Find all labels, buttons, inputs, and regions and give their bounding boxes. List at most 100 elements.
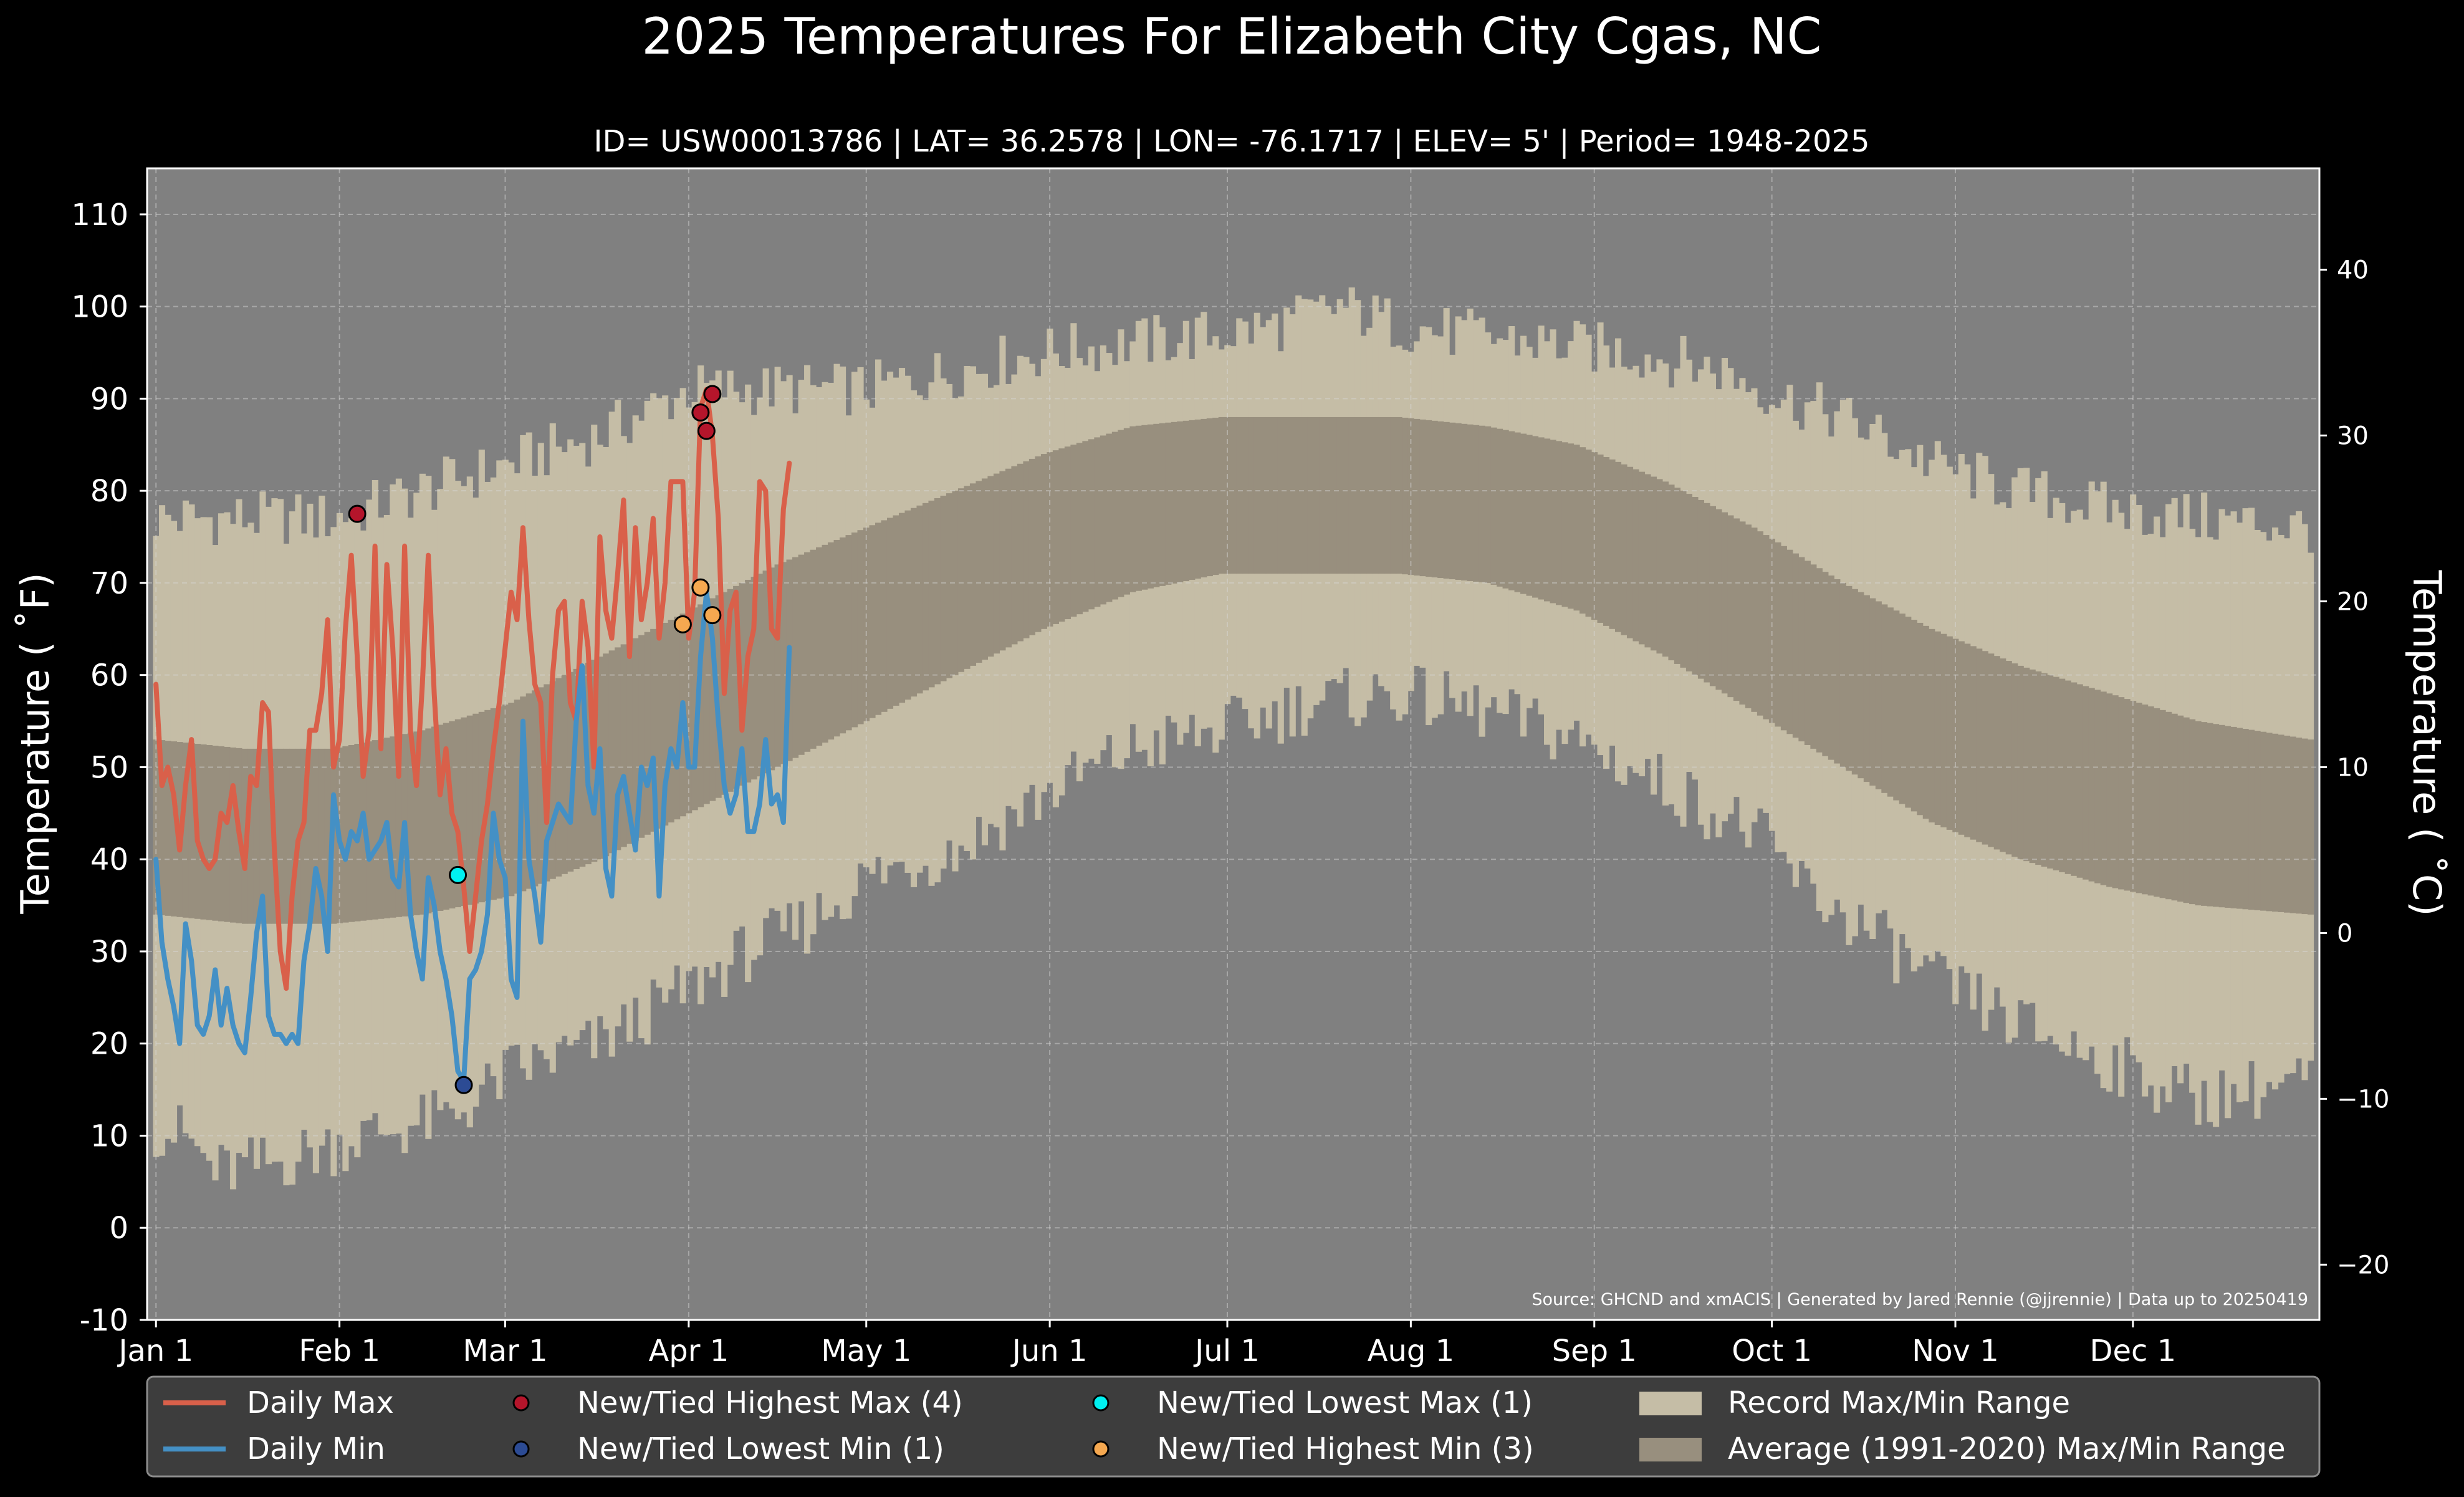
average-range-bar: [1768, 538, 1775, 723]
average-range-bar: [283, 748, 290, 924]
average-range-bar: [769, 567, 775, 771]
average-range-bar: [1609, 459, 1616, 629]
average-range-bar: [2171, 713, 2178, 901]
average-range-bar: [200, 744, 207, 920]
new-tied-highest-max-marker: [691, 403, 710, 422]
average-range-bar: [845, 535, 852, 731]
average-range-bar: [2064, 680, 2071, 874]
average-range-bar: [1798, 557, 1805, 742]
legend-average-range-swatch: [1639, 1438, 1702, 1461]
y-tick-label-left: 30: [90, 935, 128, 970]
y-tick-label-left: 100: [71, 290, 128, 325]
average-range-bar: [691, 607, 698, 811]
x-tick-label: Feb 1: [299, 1334, 380, 1369]
average-range-bar: [957, 488, 965, 672]
average-range-bar: [1834, 579, 1841, 764]
average-range-bar: [733, 585, 740, 789]
average-range-bar: [1709, 506, 1717, 686]
average-range-bar: [1739, 521, 1746, 705]
average-range-bar: [922, 503, 929, 691]
average-range-bar: [466, 715, 473, 905]
average-range-bar: [727, 589, 734, 792]
average-range-bar: [300, 748, 307, 924]
average-range-bar: [662, 622, 669, 826]
average-range-bar: [1893, 610, 1900, 801]
average-range-bar: [875, 522, 882, 715]
new-tied-lowest-max-marker: [449, 865, 467, 884]
y-tick-label-left: 110: [71, 198, 128, 233]
average-range-bar: [1538, 437, 1545, 600]
average-range-bar: [1224, 416, 1231, 574]
average-range-bar: [514, 700, 520, 894]
average-range-bar: [342, 746, 349, 923]
average-range-bar: [1254, 416, 1260, 574]
average-range-bar: [1384, 416, 1391, 574]
y-tick-label-left: 10: [90, 1119, 128, 1153]
average-range-bar: [2195, 721, 2202, 906]
average-range-bar: [1858, 592, 1864, 779]
average-range-bar: [668, 620, 674, 823]
x-tick-label: May 1: [821, 1334, 911, 1369]
average-range-bar: [1970, 646, 1977, 840]
average-range-bar: [1526, 435, 1533, 596]
average-range-bar: [1028, 458, 1035, 635]
average-range-bar: [1786, 549, 1793, 734]
average-range-bar: [1550, 440, 1556, 604]
average-range-bar: [1023, 461, 1030, 638]
average-range-bar: [2266, 733, 2273, 912]
average-range-bar: [1514, 432, 1521, 592]
average-range-bar: [1277, 416, 1284, 574]
average-range-bar: [916, 505, 923, 694]
average-range-bar: [1153, 423, 1160, 587]
average-range-bar: [2083, 686, 2089, 880]
average-range-bar: [1621, 464, 1627, 635]
x-tick-label: Nov 1: [1912, 1334, 1998, 1369]
average-range-bar: [390, 736, 396, 918]
average-range-bar: [1573, 445, 1580, 611]
average-range-bar: [2059, 678, 2066, 872]
legend-highest-max-marker: [512, 1394, 530, 1412]
average-range-bar: [1437, 421, 1444, 579]
average-range-bar: [1100, 435, 1106, 605]
y-tick-label-right: 40: [2337, 256, 2369, 285]
average-range-bar: [1402, 417, 1409, 575]
average-range-bar: [1556, 441, 1563, 605]
average-range-bar: [1644, 474, 1651, 648]
average-range-bar: [2142, 704, 2149, 895]
average-range-bar: [703, 601, 710, 804]
average-range-bar: [561, 675, 568, 874]
average-range-bar: [2207, 723, 2213, 907]
average-range-bar: [1887, 607, 1894, 797]
average-range-bar: [1064, 446, 1071, 620]
average-range-bar: [1325, 416, 1331, 574]
average-range-bar: [1360, 416, 1367, 574]
average-range-bar: [1272, 416, 1278, 574]
average-range-bar: [1485, 426, 1492, 583]
average-range-bar: [798, 554, 805, 755]
average-range-bar: [1668, 484, 1675, 661]
y-tick-label-right: 0: [2337, 919, 2352, 948]
chart-title: 2025 Temperatures For Elizabeth City Cga…: [642, 7, 1822, 65]
average-range-bar: [1260, 416, 1267, 574]
average-range-bar: [2201, 722, 2208, 906]
average-range-bar: [1591, 452, 1598, 620]
average-range-bar: [1910, 620, 1917, 812]
average-range-bar: [555, 678, 562, 877]
average-range-bar: [1076, 443, 1083, 615]
average-range-bar: [490, 708, 497, 900]
average-range-bar: [579, 665, 586, 867]
average-range-bar: [2076, 684, 2083, 878]
average-range-bar: [366, 741, 373, 920]
average-range-bar: [2183, 717, 2190, 903]
average-range-bar: [863, 527, 870, 721]
average-range-bar: [573, 668, 580, 869]
average-range-bar: [2023, 667, 2030, 862]
y-tick-label-left: 60: [90, 658, 128, 693]
average-range-bar: [1721, 512, 1728, 694]
average-range-bar: [1497, 428, 1503, 587]
average-range-bar: [2106, 693, 2113, 887]
average-range-bar: [1011, 466, 1018, 645]
average-range-bar: [2296, 738, 2303, 914]
average-range-bar: [952, 491, 959, 675]
y-tick-label-right: 20: [2337, 587, 2369, 616]
